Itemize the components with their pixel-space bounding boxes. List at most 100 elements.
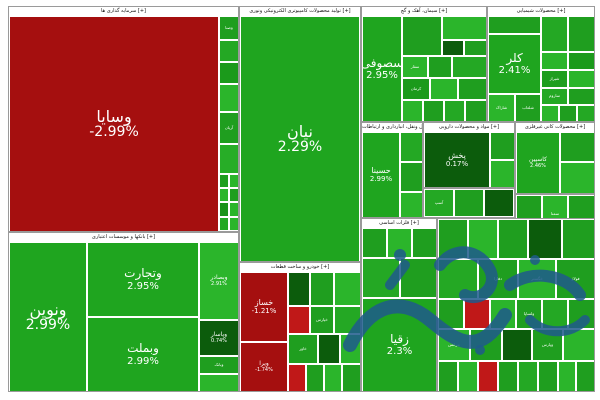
- tile-vsana[interactable]: وصنا: [219, 16, 238, 40]
- tile-small[interactable]: [229, 174, 238, 188]
- tile-small[interactable]: [464, 299, 490, 329]
- tile-small[interactable]: [478, 361, 498, 391]
- tile-small[interactable]: [438, 219, 468, 259]
- tile-small[interactable]: ولساپا: [516, 299, 542, 329]
- tile-small[interactable]: [560, 162, 594, 193]
- tile-vira[interactable]: ویرا -1.74%: [240, 342, 288, 391]
- tile-small[interactable]: [288, 364, 306, 391]
- tile-small[interactable]: [458, 78, 486, 100]
- tile-small[interactable]: [310, 272, 334, 306]
- tile-small[interactable]: [288, 306, 310, 334]
- tile-small[interactable]: [484, 189, 514, 217]
- tile-pakhsh[interactable]: پخش 0.17%: [424, 132, 490, 187]
- tile-small[interactable]: [324, 364, 342, 391]
- tile-small[interactable]: [563, 329, 594, 361]
- tile-zaghia[interactable]: زقیا 2.3%: [362, 298, 436, 391]
- tile-small[interactable]: [576, 361, 594, 391]
- tile-small[interactable]: [538, 361, 558, 391]
- tile-vbesader[interactable]: وبصادر 2.91%: [199, 242, 238, 320]
- tile-small[interactable]: [229, 217, 238, 231]
- tile-small[interactable]: [306, 364, 324, 391]
- tile-small[interactable]: [438, 361, 458, 391]
- tile-small[interactable]: [219, 217, 229, 231]
- tile-small[interactable]: [219, 188, 229, 202]
- tile-small[interactable]: سفار: [402, 56, 428, 78]
- tile-vtejarat[interactable]: وتجارت 2.95%: [87, 242, 199, 317]
- tile-small[interactable]: آسپ: [424, 189, 454, 217]
- tile-small[interactable]: [442, 16, 486, 40]
- tile-small[interactable]: [502, 329, 532, 361]
- tile-small[interactable]: خاور: [288, 334, 318, 364]
- tile-hasina[interactable]: حسینا 2.99%: [362, 132, 400, 217]
- tile-khsaz[interactable]: خساز -1.21%: [240, 272, 288, 342]
- tile-small[interactable]: [430, 78, 458, 100]
- tile-small[interactable]: خپارس: [310, 306, 334, 334]
- tile-small[interactable]: شیراز: [541, 70, 568, 88]
- tile-small[interactable]: فولاژ: [556, 259, 594, 299]
- tile-vanovin[interactable]: ونوین 2.99%: [9, 242, 87, 391]
- tile-small[interactable]: [498, 219, 528, 259]
- tile-small[interactable]: [442, 40, 464, 56]
- tile-small[interactable]: [568, 88, 594, 105]
- tile-small[interactable]: [541, 16, 568, 52]
- tile-small[interactable]: [465, 100, 486, 121]
- tile-small[interactable]: [558, 361, 576, 391]
- tile-small[interactable]: [412, 228, 436, 258]
- tile-small[interactable]: [219, 62, 238, 84]
- tile-ssufi[interactable]: سصوفی 2.95%: [362, 16, 402, 121]
- tile-small[interactable]: [444, 100, 465, 121]
- tile-small[interactable]: [458, 361, 478, 391]
- tile-small[interactable]: [400, 132, 422, 162]
- tile-small[interactable]: [219, 40, 238, 62]
- tile-small[interactable]: [362, 258, 400, 298]
- tile-small[interactable]: [334, 306, 360, 334]
- tile-small[interactable]: [362, 228, 387, 258]
- tile-small[interactable]: [490, 299, 516, 329]
- tile-small[interactable]: [568, 299, 594, 329]
- tile-small[interactable]: [340, 334, 360, 364]
- tile-kaspin[interactable]: کاسپین 2.46%: [516, 132, 560, 193]
- tile-small[interactable]: [542, 299, 568, 329]
- tile-small[interactable]: [438, 299, 464, 329]
- tile-small[interactable]: کرمان: [402, 78, 430, 100]
- tile-small[interactable]: [423, 100, 444, 121]
- tile-small[interactable]: [518, 361, 538, 391]
- tile-small[interactable]: وبانک: [199, 356, 238, 374]
- tile-small[interactable]: [490, 132, 514, 160]
- tile-small[interactable]: [568, 16, 594, 52]
- tile-vasaya[interactable]: وسایا -2.99%: [9, 16, 219, 231]
- tile-small[interactable]: [402, 16, 442, 56]
- tile-small[interactable]: [541, 52, 568, 70]
- tile-niyan[interactable]: نیان 2.29%: [240, 16, 360, 261]
- tile-small[interactable]: [402, 100, 423, 121]
- tile-small[interactable]: [229, 188, 238, 202]
- tile-kolor[interactable]: کلر 2.41%: [488, 34, 541, 94]
- tile-small[interactable]: [219, 144, 238, 174]
- tile-small[interactable]: [568, 70, 594, 88]
- tile-small[interactable]: [400, 192, 422, 217]
- tile-small[interactable]: [464, 40, 486, 56]
- tile-small[interactable]: [568, 52, 594, 70]
- tile-small[interactable]: [219, 174, 229, 188]
- tile-small[interactable]: [562, 219, 594, 259]
- tile-small[interactable]: وپارس: [532, 329, 563, 361]
- tile-small[interactable]: دفارا: [478, 259, 518, 299]
- tile-small[interactable]: [288, 272, 310, 306]
- tile-small[interactable]: [428, 56, 452, 78]
- tile-small[interactable]: شاراک: [488, 94, 515, 121]
- tile-small[interactable]: [470, 329, 502, 361]
- tile-small[interactable]: [400, 258, 436, 298]
- tile-small[interactable]: خگستر: [518, 259, 556, 299]
- tile-small[interactable]: [528, 219, 562, 259]
- tile-small[interactable]: [334, 272, 360, 306]
- tile-small[interactable]: [387, 228, 412, 258]
- tile-small[interactable]: [219, 84, 238, 112]
- tile-small[interactable]: بترانس: [438, 329, 470, 361]
- tile-small[interactable]: [318, 334, 340, 364]
- tile-small[interactable]: [560, 132, 594, 162]
- tile-small[interactable]: [488, 16, 541, 34]
- tile-vbemellat[interactable]: وبملت 2.99%: [87, 317, 199, 391]
- tile-small[interactable]: شلعاب: [515, 94, 541, 121]
- tile-small[interactable]: [559, 105, 577, 121]
- tile-small[interactable]: [400, 162, 422, 192]
